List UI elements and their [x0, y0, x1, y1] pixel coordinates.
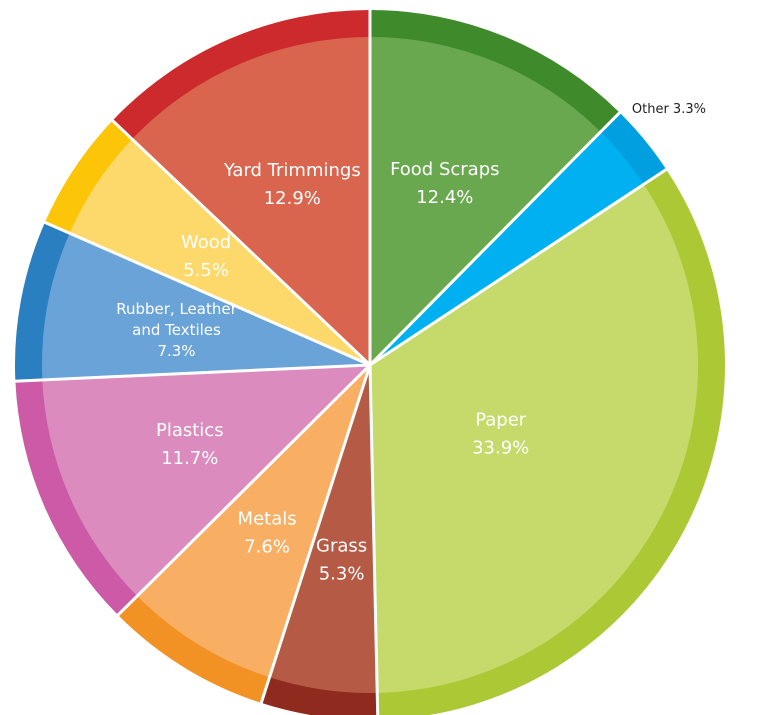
slice-divider	[116, 363, 372, 617]
slice-label-metals: Metals 7.6%	[238, 509, 297, 558]
slice-label-wood: Wood 5.5%	[181, 232, 231, 281]
pie-slice-yard-trimmings	[132, 37, 370, 365]
slice-label-rubber-leather-and-textiles: Rubber, Leather and Textiles 7.3%	[116, 300, 237, 360]
slice-divider	[368, 110, 622, 367]
pie-slice-metals	[137, 365, 370, 678]
slice-divider	[369, 167, 668, 367]
pie-slice-wood	[69, 139, 371, 365]
slice-label-yard-trimmings: Yard Trimmings 12.9%	[223, 160, 361, 209]
slice-value-plastics: 11.7%	[161, 448, 218, 469]
slice-name-rubber-leather-and-textiles: Rubber, Leather	[116, 300, 237, 318]
slice-label-paper: Paper 33.9%	[472, 410, 529, 459]
slice-label-food-scraps: Food Scraps 12.4%	[390, 159, 499, 208]
slice-divider	[368, 364, 380, 715]
slice-value-paper: 33.9%	[472, 438, 529, 459]
slice-value-rubber-leather-and-textiles: 7.3%	[157, 342, 195, 360]
slice-name-wood: Wood	[181, 232, 231, 253]
slice-value-yard-trimmings: 12.9%	[264, 188, 321, 209]
pie-slice-grass	[269, 365, 378, 693]
pie-slice-other	[370, 131, 644, 365]
slice-value-wood: 5.5%	[183, 260, 229, 281]
slice-divider	[14, 363, 371, 383]
pie-slice-rubber-leather-and-textiles	[41, 233, 371, 380]
slice-name-plastics: Plastics	[156, 420, 224, 441]
slice-divider	[110, 118, 372, 367]
slice-name-grass: Grass	[316, 536, 367, 557]
pie-slice-food-scraps	[370, 37, 601, 365]
pie-label-layer: Food Scraps 12.4% Other 3.3% Paper 33.9% Gras…	[116, 102, 706, 585]
slice-value-metals: 7.6%	[244, 537, 290, 558]
slice-name-paper: Paper	[475, 410, 527, 431]
slice-label-grass: Grass 5.3%	[316, 536, 367, 585]
slice-name-food-scraps: Food Scraps	[390, 159, 499, 180]
slice-name-metals: Metals	[238, 509, 297, 530]
slice-label-plastics: Plastics 11.7%	[156, 420, 224, 469]
pie-divider-layer	[14, 9, 668, 715]
slice-value-food-scraps: 12.4%	[416, 187, 473, 208]
slice-name-rubber-leather-and-textiles: and Textiles	[132, 321, 221, 339]
slice-divider	[259, 364, 372, 705]
pie-slice-plastics	[42, 365, 371, 597]
slice-name-yard-trimmings: Yard Trimmings	[223, 160, 361, 181]
slice-divider	[43, 220, 371, 367]
slice-value-grass: 5.3%	[319, 564, 365, 585]
slice-label-other: Other 3.3%	[632, 102, 706, 117]
